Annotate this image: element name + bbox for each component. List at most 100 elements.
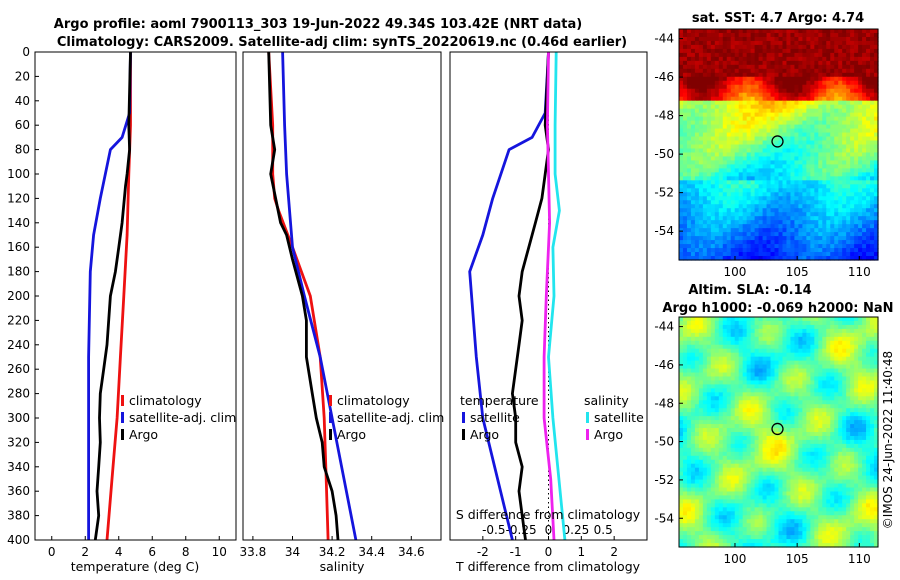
heatmap-cell — [858, 36, 863, 42]
heatmap-cell — [746, 232, 752, 237]
heatmap-cell — [742, 132, 748, 138]
heatmap-cell — [854, 240, 859, 245]
heatmap-cell — [690, 48, 696, 54]
heatmap-cell — [730, 156, 736, 162]
heatmap-cell — [830, 184, 835, 189]
heatmap-cell — [710, 392, 716, 397]
heatmap-cell — [702, 44, 708, 50]
temperature-panel-content: 0204060801001201401601802002202402602803… — [7, 45, 227, 559]
heatmap-cell — [750, 172, 756, 177]
heatmap-cell — [862, 348, 867, 354]
heatmap-cell — [726, 388, 732, 393]
heatmap-cell — [834, 232, 839, 237]
heatmap-cell — [786, 443, 792, 449]
heatmap-cell — [870, 80, 875, 86]
heatmap-cell — [850, 32, 855, 38]
heatmap-cell — [682, 108, 688, 114]
heatmap-cell — [682, 140, 688, 146]
heatmap-cell — [870, 196, 875, 201]
heatmap-cell — [870, 256, 875, 261]
heatmap-cell — [686, 412, 692, 417]
heatmap-cell — [790, 455, 796, 461]
heatmap-cell — [694, 372, 700, 378]
temperature-axes-frame — [34, 51, 237, 541]
heatmap-cell — [682, 64, 688, 70]
heatmap-cell — [806, 435, 811, 441]
heatmap-cell — [806, 372, 811, 378]
heatmap-cell — [710, 376, 716, 382]
heatmap-cell — [818, 463, 823, 469]
heatmap-cell — [742, 108, 748, 114]
heatmap-cell — [778, 240, 784, 245]
heatmap-cell — [842, 84, 847, 90]
heatmap-cell — [758, 324, 764, 330]
heatmap-cell — [682, 60, 688, 66]
heatmap-cell — [702, 392, 708, 397]
heatmap-cell — [698, 44, 704, 50]
heatmap-cell — [846, 348, 851, 354]
heatmap-cell — [774, 332, 780, 338]
heatmap-cell — [866, 96, 871, 102]
heatmap-cell — [838, 88, 843, 94]
heatmap-cell — [734, 435, 740, 441]
heatmap-cell — [814, 196, 819, 201]
heatmap-cell — [690, 60, 696, 66]
heatmap-cell — [838, 112, 843, 118]
heatmap-cell — [734, 336, 740, 342]
heatmap-cell — [722, 428, 728, 433]
heatmap-cell — [714, 104, 720, 110]
heatmap-cell — [726, 29, 732, 34]
heatmap-cell — [810, 104, 815, 110]
heatmap-cell — [754, 443, 760, 449]
heatmap-cell — [714, 160, 720, 166]
heatmap-cell — [774, 240, 780, 245]
heatmap-cell — [754, 204, 760, 209]
heatmap-cell — [679, 104, 684, 110]
heatmap-cell — [810, 132, 815, 138]
heatmap-cell — [802, 92, 807, 98]
heatmap-cell — [770, 372, 776, 378]
heatmap-cell — [774, 435, 780, 441]
heatmap-cell — [714, 236, 720, 241]
heatmap-cell — [686, 224, 692, 229]
heatmap-cell — [842, 204, 847, 209]
heatmap-cell — [722, 112, 728, 118]
heatmap-cell — [822, 132, 827, 138]
heatmap-cell — [734, 232, 740, 237]
heatmap-cell — [762, 56, 768, 62]
heatmap-cell — [818, 172, 823, 177]
heatmap-cell — [686, 32, 692, 38]
heatmap-cell — [718, 435, 724, 441]
heatmap-cell — [682, 408, 688, 413]
heatmap-cell — [850, 88, 855, 94]
heatmap-cell — [806, 340, 811, 346]
heatmap-cell — [754, 220, 760, 225]
heatmap-cell — [742, 64, 748, 70]
heatmap-cell — [766, 68, 772, 74]
heatmap-cell — [706, 324, 712, 330]
heatmap-cell — [714, 168, 720, 173]
heatmap-cell — [742, 451, 748, 457]
heatmap-cell — [694, 396, 700, 401]
heatmap-cell — [694, 212, 700, 217]
heatmap-cell — [806, 112, 811, 118]
heatmap-cell — [826, 32, 831, 38]
heatmap-cell — [870, 116, 875, 122]
heatmap-cell — [746, 132, 752, 138]
heatmap-cell — [706, 455, 712, 461]
heatmap-cell — [730, 40, 736, 46]
heatmap-cell — [766, 224, 772, 229]
heatmap-cell — [718, 224, 724, 229]
heatmap-cell — [774, 136, 780, 142]
salinity-panel-content: 33.8 34 34.2 34.4 34.6 — [240, 51, 425, 559]
heatmap-cell — [838, 148, 843, 154]
heatmap-cell — [750, 447, 756, 453]
heatmap-cell — [802, 140, 807, 146]
x-tick-label: 33.8 — [240, 545, 267, 559]
heatmap-cell — [770, 200, 776, 205]
heatmap-cell — [870, 136, 875, 142]
heatmap-cell — [814, 424, 819, 429]
heatmap-cell — [706, 36, 712, 42]
heatmap-cell — [718, 336, 724, 342]
heatmap-cell — [698, 388, 704, 393]
